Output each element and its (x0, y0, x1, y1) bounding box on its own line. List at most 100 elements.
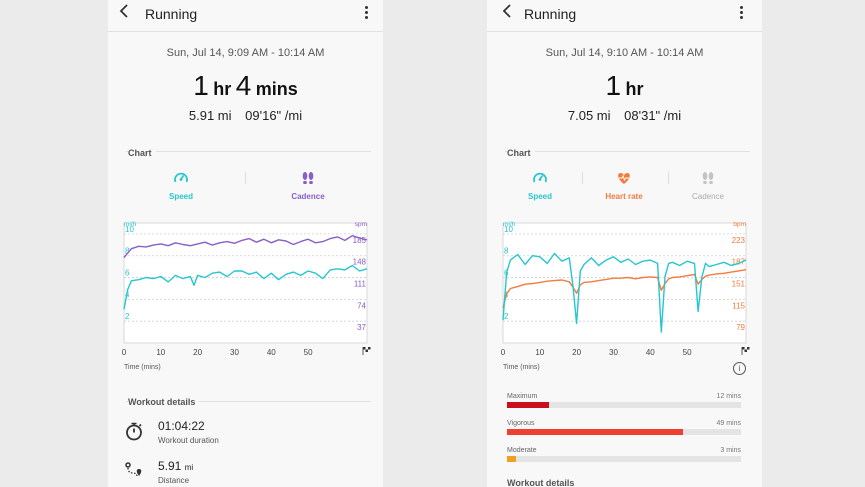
tab-speed-label: Speed (168, 192, 193, 201)
x-tick-label: 30 (230, 348, 239, 357)
workout-details-label: Workout details (128, 397, 200, 407)
zone-name: Moderate (507, 447, 537, 454)
x-tick-label: 30 (609, 348, 618, 357)
chart-section-divider (126, 151, 371, 152)
y-left-tick-label: 2 (504, 312, 509, 321)
finish-flag-icon (741, 347, 750, 355)
back-arrow-icon[interactable] (502, 4, 512, 18)
y-right-unit: spm (355, 221, 367, 228)
distance-value: 5.91 mi (188, 108, 232, 123)
app-bar: Running (487, 0, 762, 30)
page-title: Running (524, 6, 577, 22)
x-tick-label: 10 (535, 348, 544, 357)
tab-cadence[interactable]: Cadence (688, 170, 728, 201)
page-title: Running (145, 6, 198, 22)
y-right-tick-label: 37 (357, 323, 366, 332)
y-right-tick-label: 74 (357, 301, 366, 310)
x-tick-label: 20 (572, 348, 581, 357)
workout-duration-value: 01:04:22 (158, 419, 205, 433)
zone-name: Maximum (507, 393, 538, 400)
series-line-speed (502, 252, 747, 333)
chart-section-label: Chart (507, 148, 535, 158)
heart-rate-icon (618, 173, 630, 184)
info-icon[interactable]: i (733, 362, 746, 375)
distance-detail-unit: mi (184, 463, 194, 472)
distance-detail-value: 5.91 (158, 459, 182, 473)
series-line-speed (123, 264, 368, 310)
tab-cadence[interactable]: Cadence (288, 170, 328, 201)
flag-check (747, 347, 750, 350)
y-right-tick-label: 115 (732, 301, 745, 310)
workout-details-label: Workout details (507, 478, 575, 487)
speedometer-icon (174, 172, 188, 183)
y-left-tick-label: 4 (125, 290, 130, 299)
y-right-tick-label: 148 (353, 258, 367, 267)
right-screen: Running Sun, Jul 14, 9:10 AM - 10:14 AM … (487, 0, 762, 487)
x-tick-label: 40 (646, 348, 655, 357)
y-right-tick-label: 151 (732, 280, 746, 289)
x-tick-label: 0 (501, 348, 506, 357)
route-icon (125, 462, 142, 478)
tab-speed[interactable]: Speed (166, 170, 196, 201)
zone-name: Vigorous (507, 420, 535, 427)
workout-duration-label: Workout duration (158, 436, 219, 445)
x-tick-label: 50 (304, 348, 313, 357)
x-axis-title: Time (mins) (503, 364, 540, 371)
y-left-tick-label: 10 (125, 225, 134, 234)
series-line-cadence (123, 235, 368, 258)
y-right-unit: bpm (733, 221, 746, 228)
distance-detail-label: Distance (158, 476, 190, 485)
header-divider (108, 31, 383, 32)
tab-separator (245, 172, 246, 184)
duration-minutes-unit: mins (255, 79, 298, 99)
flag-check (744, 349, 747, 352)
workout-datetime: Sun, Jul 14, 9:10 AM - 10:14 AM (545, 47, 704, 59)
flag-check (365, 349, 368, 352)
zone-bar-track (507, 402, 741, 408)
summary-stats: 7.05 mi 08'31" /mi (487, 108, 762, 123)
duration-hours: 1 (605, 70, 622, 101)
pace-value: 09'16" /mi (245, 108, 303, 123)
tab-separator (582, 172, 583, 184)
chart-section-divider (505, 151, 750, 152)
zone-bar-fill (507, 456, 517, 462)
y-left-unit: mi/h (124, 221, 137, 228)
distance-value: 7.05 mi (567, 108, 611, 123)
tab-heart-rate-label: Heart rate (605, 192, 643, 201)
zone-bar-fill (507, 402, 550, 408)
app-bar: Running (108, 0, 383, 30)
x-tick-label: 40 (267, 348, 276, 357)
flag-check (742, 347, 745, 350)
duration-hours-unit: hr (625, 79, 644, 99)
y-right-tick-label: 223 (732, 236, 746, 245)
tab-speed-label: Speed (527, 192, 552, 201)
y-left-tick-label: 6 (125, 269, 130, 278)
zone-time: 12 mins (716, 393, 741, 400)
flag-check (368, 347, 371, 350)
workout-duration-summary: 1 hr 4 mins (108, 70, 383, 102)
workout-datetime: Sun, Jul 14, 9:09 AM - 10:14 AM (166, 47, 325, 59)
y-left-tick-label: 8 (125, 247, 130, 256)
x-tick-label: 0 (122, 348, 127, 357)
pace-value: 08'31" /mi (624, 108, 682, 123)
y-left-tick-label: 2 (125, 312, 130, 321)
stopwatch-icon (126, 422, 142, 441)
series-line-heart-rate (502, 269, 747, 308)
speedometer-icon (533, 172, 547, 183)
tab-speed[interactable]: Speed (525, 170, 555, 201)
y-left-tick-label: 8 (504, 247, 509, 256)
chart-section-label: Chart (128, 148, 156, 158)
more-options-icon[interactable] (363, 5, 369, 21)
back-arrow-icon[interactable] (119, 4, 129, 18)
header-divider (487, 31, 762, 32)
workout-duration-summary: 1 hr (487, 70, 762, 102)
details-divider (126, 401, 371, 402)
y-right-tick-label: 79 (736, 323, 745, 332)
more-options-icon[interactable] (738, 5, 744, 21)
finish-flag-icon (362, 347, 371, 355)
zone-bar-fill (507, 429, 683, 435)
zone-time: 49 mins (716, 420, 741, 427)
tab-cadence-label: Cadence (691, 192, 725, 201)
tab-heart-rate[interactable]: Heart rate (601, 170, 647, 201)
speed-cadence-chart: 10 8 6 4 2 185 148 111 74 37 mi/h spm 0 10 20 30 40 50 (122, 221, 371, 357)
